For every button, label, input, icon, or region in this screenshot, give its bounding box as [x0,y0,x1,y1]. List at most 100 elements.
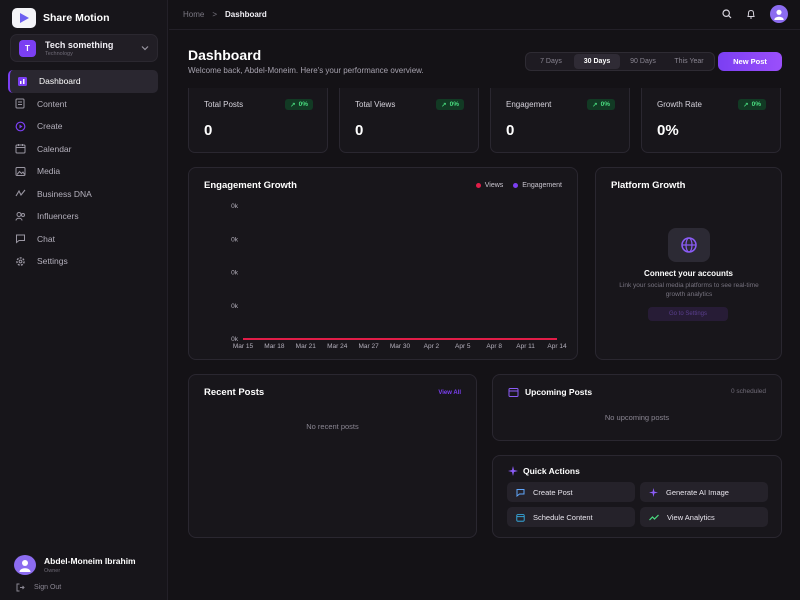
trend-up-icon: ↗ [441,101,447,109]
schedule-content-button[interactable]: Schedule Content [507,507,635,527]
range-7-days[interactable]: 7 Days [540,58,562,65]
trend-up-icon: ↗ [592,101,598,109]
stat-badge: ↗ 0% [285,99,313,110]
stat-card-total-views: Total Views ↗ 0% 0 [339,88,479,153]
sidebar-item-chat[interactable]: Chat [8,228,158,251]
search-icon[interactable] [722,9,732,19]
page-subtitle: Welcome back, Abdel-Moneim. Here's your … [188,66,424,75]
card-title: Quick Actions [523,466,580,476]
dna-icon [14,188,26,200]
sidebar-item-content[interactable]: Content [8,93,158,116]
view-analytics-button[interactable]: View Analytics [640,507,768,527]
scheduled-count: 0 scheduled [730,388,766,395]
legend-item-engagement[interactable]: Engagement [513,182,562,189]
y-tick-label: 0k [231,336,239,343]
stat-label: Engagement [506,100,552,109]
sign-out-button[interactable]: Sign Out [16,583,61,592]
empty-state: No recent posts [306,422,359,431]
stat-badge: ↗ 0% [436,99,464,110]
y-tick-label: 0k [231,303,239,310]
x-tick-label: Apr 8 [486,343,502,350]
workspace-switcher[interactable]: T Tech something Technology [10,34,158,62]
sidebar-item-label: Chat [37,233,55,244]
page-title: Dashboard [188,47,262,63]
sidebar-item-calendar[interactable]: Calendar [8,138,158,161]
quick-action-label: View Analytics [667,512,715,522]
topbar: Home > Dashboard [169,0,800,30]
avatar[interactable] [770,5,788,23]
legend-item-views[interactable]: Views [475,182,503,189]
recent-posts-card: Recent Posts View All No recent posts [188,374,477,538]
stat-badge: ↗ 0% [738,99,766,110]
stat-card-growth-rate: Growth Rate ↗ 0% 0% [641,88,781,153]
empty-state: No upcoming posts [604,413,670,422]
sign-out-icon [16,583,25,592]
image-icon [14,165,26,177]
create-icon [14,120,26,132]
stat-badge: ↗ 0% [587,99,615,110]
sparkle-icon [649,487,658,497]
stat-value: 0 [355,122,364,139]
stat-card-total-posts: Total Posts ↗ 0% 0 [188,88,328,153]
stat-label: Growth Rate [657,100,702,109]
x-tick-label: Mar 24 [327,343,348,350]
sidebar-item-label: Media [37,166,61,177]
go-to-settings-button[interactable]: Go to Settings [648,307,728,321]
range-30-days[interactable]: 30 Days [574,54,620,69]
calendar-icon [508,388,519,397]
x-tick-label: Mar 18 [264,343,285,350]
x-tick-label: Mar 30 [390,343,411,350]
dashboard-icon [16,75,28,87]
view-all-link[interactable]: View All [438,390,461,396]
x-tick-label: Mar 27 [358,343,379,350]
calendar-icon [516,513,525,522]
y-tick-label: 0k [231,203,239,210]
date-range-selector: 7 Days 30 Days 90 Days This Year [525,52,715,71]
stat-value: 0 [204,122,213,139]
bell-icon[interactable] [746,9,756,19]
x-tick-label: Apr 5 [455,343,471,350]
sidebar-item-influencers[interactable]: Influencers [8,205,158,228]
quick-action-label: Generate AI Image [666,487,729,497]
trend-up-icon: ↗ [743,101,749,109]
x-tick-label: Apr 11 [516,343,535,350]
range-90-days[interactable]: 90 Days [630,58,656,65]
avatar [14,555,36,575]
sidebar-item-dashboard[interactable]: Dashboard [8,70,158,93]
y-tick-label: 0k [231,270,239,277]
breadcrumb-home[interactable]: Home [183,10,205,19]
new-post-button[interactable]: New Post [718,52,782,71]
x-tick-label: Mar 15 [233,343,254,350]
sidebar: Share Motion T Tech something Technology… [0,0,168,600]
user-profile[interactable]: Abdel-Moneim Ibrahim Owner [14,555,136,575]
sidebar-item-create[interactable]: Create [8,115,158,138]
stat-card-engagement: Engagement ↗ 0% 0 [490,88,630,153]
quick-action-label: Schedule Content [533,512,593,522]
sign-out-label: Sign Out [34,584,62,591]
x-tick-label: Apr 2 [424,343,440,350]
quick-action-label: Create Post [533,487,573,497]
stat-label: Total Views [355,100,396,109]
generate-ai-image-button[interactable]: Generate AI Image [640,482,768,502]
sparkle-icon [508,466,518,476]
sidebar-item-label: Calendar [37,143,72,154]
user-name: Abdel-Moneim Ibrahim [44,556,136,566]
workspace-name: Tech something [45,39,114,50]
range-this-year[interactable]: This Year [674,58,704,65]
sidebar-item-media[interactable]: Media [8,160,158,183]
y-tick-label: 0k [231,236,239,243]
calendar-icon [14,143,26,155]
create-post-button[interactable]: Create Post [507,482,635,502]
connect-description: Link your social media platforms to see … [619,282,759,298]
sidebar-item-settings[interactable]: Settings [8,250,158,273]
sidebar-item-label: Settings [37,256,68,267]
workspace-category: Technology [45,50,73,57]
card-title: Engagement Growth [204,180,297,191]
card-title: Platform Growth [611,180,686,191]
sidebar-item-label: Dashboard [39,76,81,87]
brand[interactable]: Share Motion [12,8,110,28]
stat-value: 0 [506,122,515,139]
sidebar-item-business-dna[interactable]: Business DNA [8,183,158,206]
upcoming-posts-card: Upcoming Posts 0 scheduled No upcoming p… [492,374,782,441]
globe-icon [668,228,710,262]
